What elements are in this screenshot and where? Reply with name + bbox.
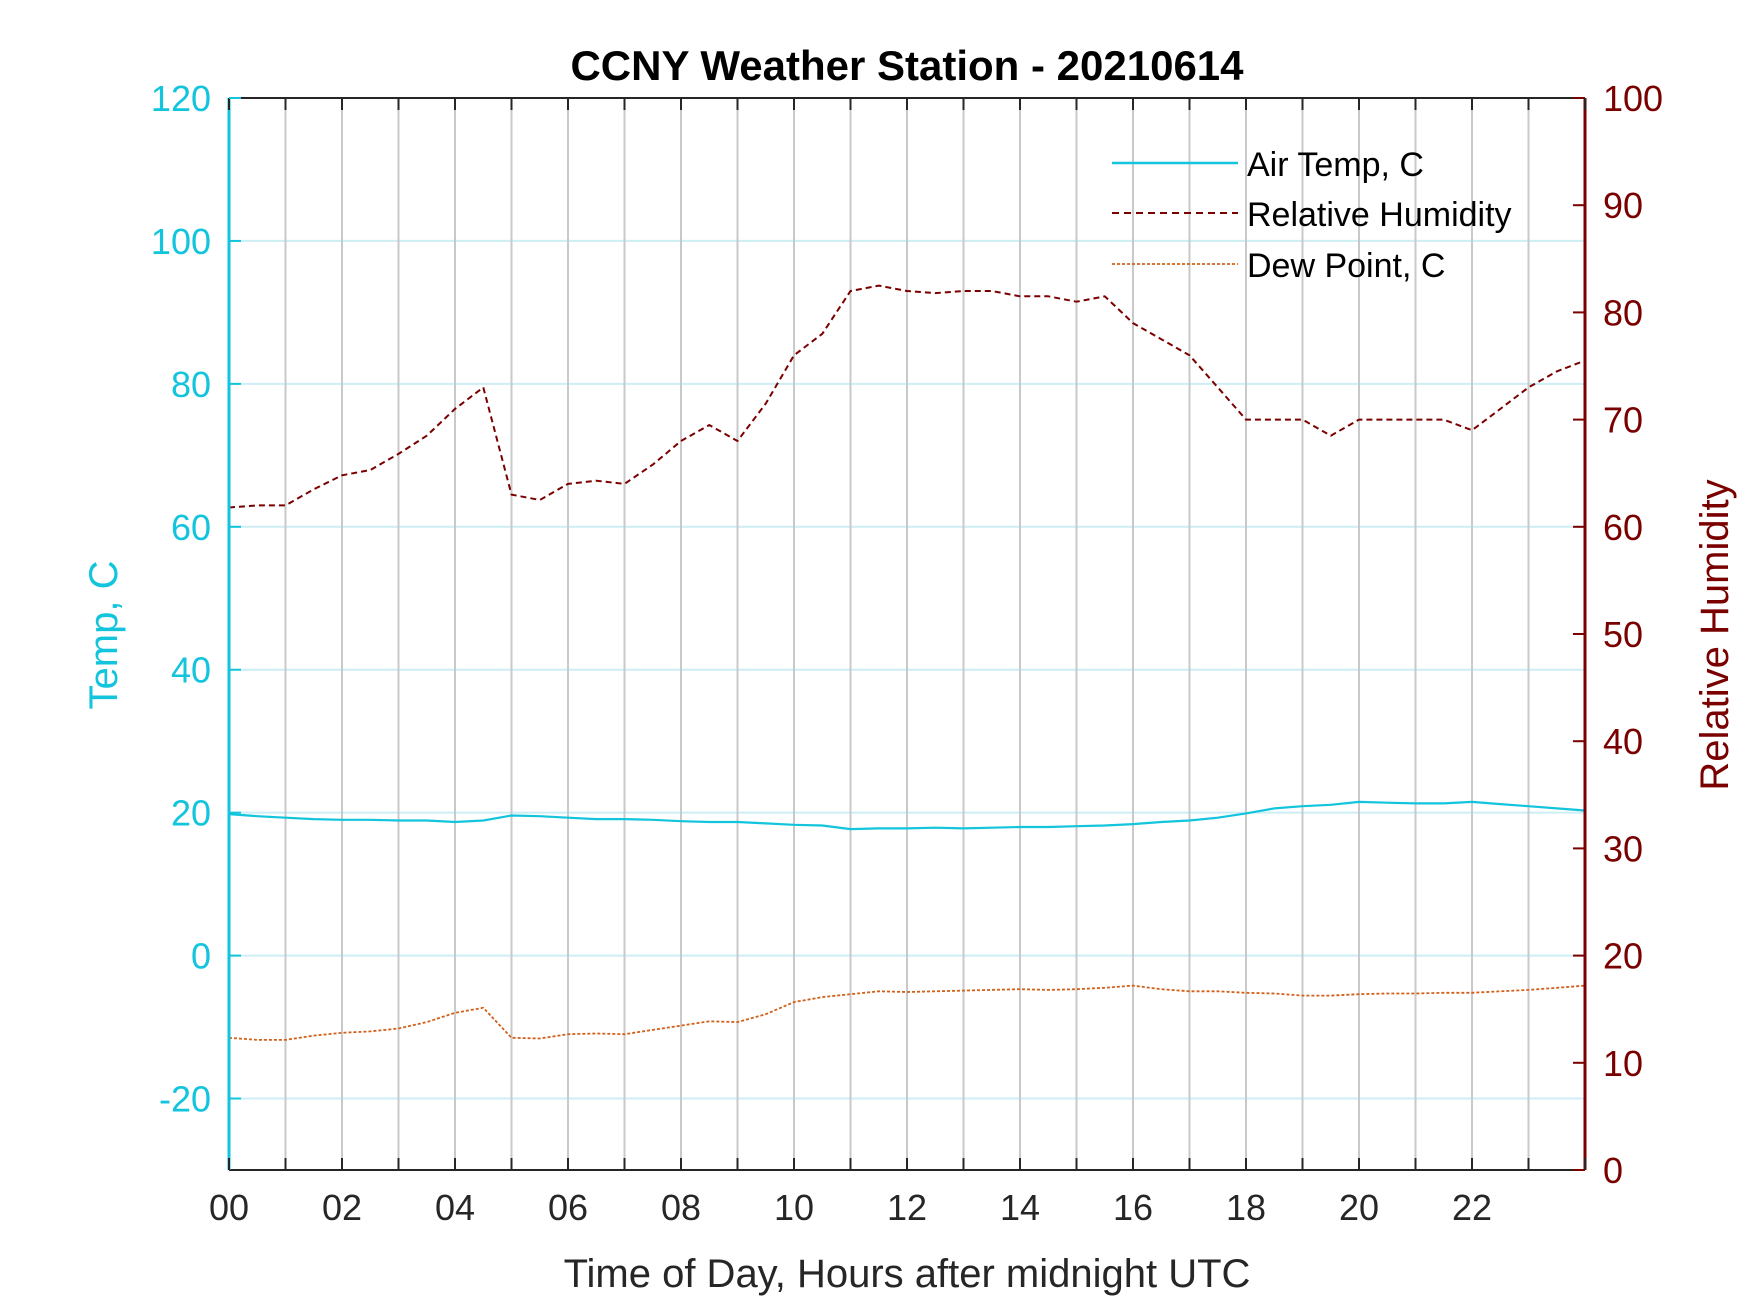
y-tick-label-left: 0 — [191, 936, 211, 977]
axis-layer: 00 02 04 06 08 10 12 14 16 18 20 22-200204060801001… — [151, 78, 1663, 1228]
y-axis-label-left: Temp, C — [82, 561, 126, 710]
x-tick-label: 18 — [1226, 1187, 1266, 1228]
y-tick-label-right: 100 — [1603, 78, 1663, 119]
y-tick-label-right: 10 — [1603, 1043, 1643, 1084]
y-tick-label-right: 30 — [1603, 828, 1643, 869]
y-axis-label-right: Relative Humidity — [1693, 479, 1737, 790]
x-tick-label: 06 — [548, 1187, 588, 1228]
y-tick-label-left: 80 — [171, 364, 211, 405]
y-tick-label-right: 80 — [1603, 292, 1643, 333]
y-tick-label-left: 40 — [171, 650, 211, 691]
y-tick-label-left: 100 — [151, 221, 211, 262]
y-tick-label-right: 50 — [1603, 614, 1643, 655]
legend-label-air-temp: Air Temp, C — [1247, 146, 1424, 184]
x-tick-label: 20 — [1339, 1187, 1379, 1228]
y-tick-label-left: -20 — [159, 1079, 211, 1120]
chart-title: CCNY Weather Station - 20210614 — [570, 42, 1244, 89]
y-tick-label-right: 20 — [1603, 936, 1643, 977]
legend-label-relative-humidity: Relative Humidity — [1247, 196, 1512, 234]
legend-label-dew-point: Dew Point, C — [1247, 247, 1445, 285]
series-layer — [228, 284, 1586, 1041]
y-tick-label-right: 60 — [1603, 507, 1643, 548]
x-tick-label: 02 — [322, 1187, 362, 1228]
x-tick-label: 10 — [774, 1187, 814, 1228]
x-tick-label: 08 — [661, 1187, 701, 1228]
y-tick-label-right: 90 — [1603, 185, 1643, 226]
x-tick-label: 16 — [1113, 1187, 1153, 1228]
y-tick-label-left: 20 — [171, 793, 211, 834]
x-tick-label: 04 — [435, 1187, 475, 1228]
y-tick-label-left: 120 — [151, 78, 211, 119]
dew-point-line — [228, 984, 1586, 1041]
x-tick-label: 00 — [209, 1187, 249, 1228]
y-tick-label-right: 0 — [1603, 1150, 1623, 1191]
x-tick-label: 12 — [887, 1187, 927, 1228]
x-axis-label: Time of Day, Hours after midnight UTC — [564, 1252, 1251, 1296]
relative-humidity-line — [228, 284, 1586, 509]
y-tick-label-right: 40 — [1603, 721, 1643, 762]
legend: Air Temp, C Relative Humidity Dew Point,… — [1112, 146, 1512, 285]
x-tick-label: 22 — [1452, 1187, 1492, 1228]
y-tick-label-right: 70 — [1603, 400, 1643, 441]
y-tick-label-left: 60 — [171, 507, 211, 548]
x-tick-label: 14 — [1000, 1187, 1040, 1228]
air-temp-line — [228, 800, 1586, 831]
